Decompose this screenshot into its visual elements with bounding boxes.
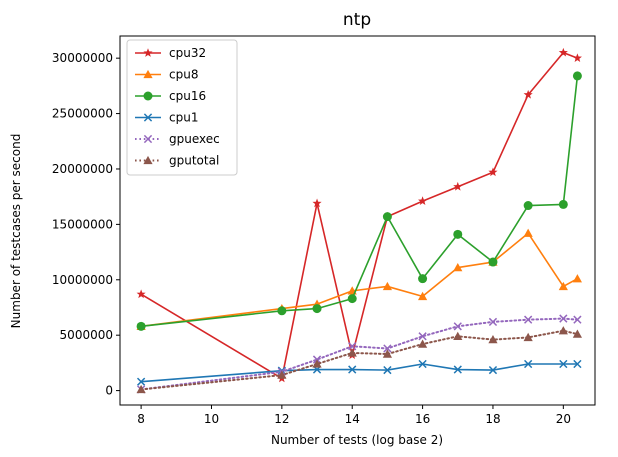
data-point-gpuexec — [453, 322, 462, 331]
legend-label-cpu1: cpu1 — [169, 111, 198, 125]
y-axis-label: Number of testcases per second — [9, 134, 23, 329]
plot-area — [136, 47, 583, 394]
data-point-cpu1 — [348, 365, 357, 374]
data-point-gputotal — [347, 348, 357, 357]
axes: 8 10 12 14 16 18 20 0 5000000 10000000 15000000 200… — [52, 35, 596, 426]
data-point-cpu16 — [453, 229, 463, 239]
legend-item-cpu8: cpu8 — [135, 68, 198, 82]
data-point-cpu8 — [453, 262, 463, 272]
data-point-gpuexec — [573, 315, 582, 324]
x-axis-label: Number of tests (log base 2) — [271, 433, 443, 447]
legend-item-gpuexec: gpuexec — [135, 132, 220, 146]
data-point-cpu8 — [382, 281, 393, 291]
data-point-cpu32 — [453, 181, 463, 191]
data-point-cpu16 — [312, 304, 322, 314]
data-point-cpu8 — [523, 228, 533, 237]
data-point-cpu16 — [277, 306, 287, 316]
series-cpu16 — [136, 71, 582, 331]
data-point-cpu32 — [488, 167, 498, 177]
legend-marker-gpuexec — [143, 134, 153, 144]
y-tick-label: 0 — [105, 384, 113, 398]
data-point-cpu32 — [558, 47, 568, 57]
y-tick-label: 5000000 — [60, 328, 113, 342]
y-tick-label: 15000000 — [52, 217, 113, 231]
data-point-gputotal — [453, 331, 463, 340]
legend-label-cpu16: cpu16 — [169, 89, 206, 103]
data-point-cpu1 — [488, 365, 498, 375]
data-point-cpu1 — [418, 359, 427, 369]
legend-item-cpu32: cpu32 — [135, 46, 206, 60]
legend-marker-cpu1 — [143, 113, 153, 122]
legend-label-gpuexec: gpuexec — [169, 132, 220, 146]
legend-label-cpu32: cpu32 — [169, 46, 206, 60]
data-point-gpuexec — [383, 344, 392, 353]
data-point-cpu32 — [312, 198, 322, 208]
x-tick-label: 8 — [137, 412, 145, 426]
y-tick-label: 20000000 — [52, 162, 113, 176]
legend-marker-cpu32 — [143, 48, 153, 57]
data-point-cpu32 — [136, 289, 146, 299]
series-gputotal — [136, 326, 583, 394]
legend-label-gputotal: gputotal — [169, 154, 219, 168]
x-tick-label: 10 — [204, 412, 219, 426]
data-point-cpu8 — [417, 291, 428, 301]
data-point-gputotal — [277, 370, 287, 379]
data-point-gputotal — [523, 332, 533, 342]
data-point-gpuexec — [348, 342, 357, 351]
legend-marker-cpu16 — [143, 91, 153, 101]
data-point-gpuexec — [418, 332, 427, 341]
data-point-cpu16 — [418, 274, 428, 284]
data-point-cpu1 — [573, 359, 582, 369]
x-tick-label: 20 — [556, 412, 571, 426]
legend-item-gputotal: gputotal — [135, 154, 219, 168]
data-point-cpu16 — [382, 212, 392, 222]
data-point-gputotal — [382, 349, 393, 358]
legend-marker-cpu8 — [143, 69, 153, 79]
series-line-gpuexec — [140, 317, 579, 391]
legend-item-cpu1: cpu1 — [135, 111, 198, 125]
data-point-cpu16 — [136, 321, 146, 331]
data-point-gputotal — [558, 326, 568, 335]
data-point-gpuexec — [559, 314, 568, 323]
data-point-cpu1 — [453, 365, 462, 374]
data-point-cpu16 — [347, 294, 357, 304]
y-tick-label: 25000000 — [52, 107, 113, 121]
data-point-cpu32 — [523, 89, 533, 99]
x-tick-label: 14 — [345, 412, 360, 426]
legend-item-cpu16: cpu16 — [135, 89, 206, 103]
data-point-cpu8 — [558, 281, 568, 291]
x-tick-label: 16 — [415, 412, 430, 426]
axes-frame — [119, 35, 596, 406]
data-point-cpu8 — [572, 274, 583, 283]
data-point-cpu1 — [383, 365, 392, 375]
y-tick-label: 30000000 — [52, 51, 113, 65]
legend-label-cpu8: cpu8 — [169, 68, 198, 82]
data-point-cpu32 — [572, 53, 582, 63]
data-point-cpu16 — [558, 199, 568, 209]
x-tick-label: 18 — [485, 412, 500, 426]
data-point-cpu1 — [524, 359, 533, 369]
data-point-cpu1 — [136, 377, 146, 386]
data-point-gputotal — [417, 339, 428, 348]
data-point-cpu32 — [418, 196, 428, 205]
data-point-cpu1 — [559, 359, 568, 369]
legend: cpu32 cpu8 cpu16 cpu1 gpuexec gputotal — [126, 39, 238, 176]
data-point-gpuexec — [488, 317, 498, 327]
data-point-gputotal — [572, 329, 583, 338]
chart-title: ntp — [343, 10, 371, 30]
series-cpu1 — [136, 359, 582, 386]
data-point-cpu16 — [523, 201, 533, 211]
data-point-gputotal — [488, 335, 498, 344]
legend-marker-gputotal — [143, 155, 153, 165]
data-point-gpuexec — [524, 315, 533, 324]
data-point-gputotal — [136, 384, 146, 394]
x-tick-label: 12 — [274, 412, 289, 426]
data-point-gputotal — [312, 359, 322, 368]
data-point-cpu16 — [488, 257, 498, 267]
y-tick-label: 10000000 — [52, 273, 113, 287]
data-point-cpu16 — [572, 71, 582, 81]
